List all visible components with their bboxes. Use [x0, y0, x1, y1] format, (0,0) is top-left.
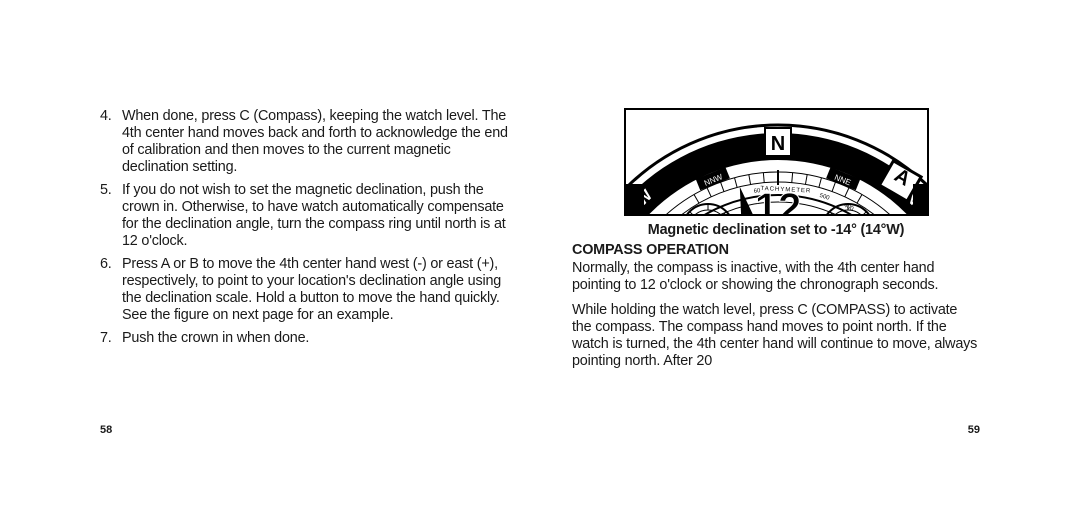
compass-svg: N NW NE NNW — [626, 110, 929, 216]
page-number-left: 58 — [100, 424, 112, 436]
step-5: 5. If you do not wish to set the magneti… — [100, 182, 508, 250]
step-7: 7. Push the crown in when done. — [100, 330, 508, 347]
cardinal-n: N — [770, 133, 784, 155]
paragraph-2: While holding the watch level, press C (… — [572, 302, 980, 370]
step-number: 4. — [100, 108, 122, 176]
page-left: 4. When done, press C (Compass), keeping… — [0, 108, 540, 508]
step-number: 6. — [100, 256, 122, 324]
step-6: 6. Press A or B to move the 4th center h… — [100, 256, 508, 324]
instruction-list: 4. When done, press C (Compass), keeping… — [100, 108, 508, 347]
step-number: 7. — [100, 330, 122, 347]
figure-caption: Magnetic declination set to -14° (14°W) — [572, 222, 980, 238]
step-number: 5. — [100, 182, 122, 250]
hour-12: 12 — [754, 184, 801, 216]
paragraph-1: Normally, the compass is inactive, with … — [572, 260, 980, 294]
manual-spread: 4. When done, press C (Compass), keeping… — [0, 0, 1080, 508]
compass-declination-figure: N NW NE NNW — [624, 108, 929, 216]
page-right: N NW NE NNW — [540, 108, 1080, 508]
step-text: Push the crown in when done. — [122, 330, 309, 347]
page-number-right: 59 — [968, 424, 980, 436]
step-text: Press A or B to move the 4th center hand… — [122, 256, 508, 324]
step-text: If you do not wish to set the magnetic d… — [122, 182, 508, 250]
step-text: When done, press C (Compass), keeping th… — [122, 108, 508, 176]
step-4: 4. When done, press C (Compass), keeping… — [100, 108, 508, 176]
section-title: COMPASS OPERATION — [572, 242, 980, 258]
